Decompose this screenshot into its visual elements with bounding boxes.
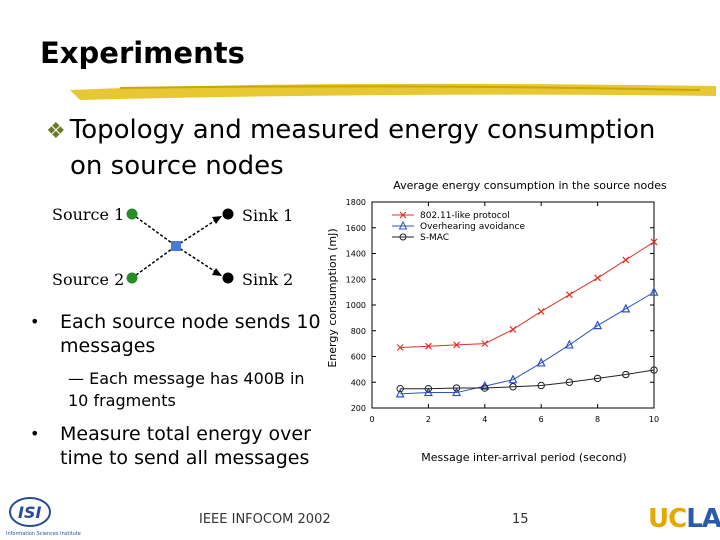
- topology-diagram: [126, 208, 234, 284]
- series-line-2: [400, 369, 655, 390]
- data-point-circle: [509, 383, 517, 391]
- data-point-circle: [650, 366, 658, 374]
- isi-logo-text: ISI: [18, 503, 41, 522]
- x-tick-label: 8: [595, 415, 600, 424]
- plot-frame: [371, 201, 655, 409]
- legend-label: Overhearing avoidance: [420, 222, 525, 232]
- y-tick-label: 1000: [346, 301, 366, 310]
- isi-logo-caption: Information Sciences Institute: [6, 531, 81, 537]
- link-source2-relay: [131, 245, 177, 279]
- data-point-x: [481, 340, 489, 348]
- data-point-x: [509, 326, 517, 333]
- isi-logo: ISI Information Sciences Institute: [6, 497, 81, 537]
- ucla-logo-uc: UC: [648, 504, 687, 534]
- data-point-triangle: [621, 303, 631, 313]
- data-point-circle: [622, 370, 630, 379]
- relay-node: [171, 241, 181, 251]
- legend-marker: [399, 211, 407, 219]
- data-point-circle: [481, 384, 489, 392]
- diamond-cluster-bullet-icon: ❖: [46, 119, 66, 144]
- bullet-dot-icon: •: [30, 312, 40, 331]
- data-point-x: [622, 256, 630, 264]
- data-point-circle: [424, 384, 433, 393]
- chart-ylabel: Energy consumption (mJ): [326, 228, 339, 367]
- data-point-x: [424, 342, 432, 350]
- heading-line2: on source nodes: [70, 151, 284, 181]
- x-tick-label: 0: [369, 415, 374, 424]
- slide-heading: ❖ Topology and measured energy consumptio…: [46, 113, 686, 183]
- data-point-triangle: [423, 387, 433, 397]
- y-tick-label: 1400: [346, 250, 366, 259]
- ucla-logo-la: LA: [686, 504, 720, 534]
- bullet-measure: • Measure total energy over time to send…: [30, 422, 340, 470]
- sink2-label: Sink 2: [242, 270, 294, 289]
- source1-label: Source 1: [52, 205, 125, 224]
- legend-marker: [399, 233, 407, 241]
- sub-bullet-fragments: — Each message has 400B in 10 fragments: [68, 368, 328, 412]
- data-point-triangle: [452, 387, 462, 397]
- data-point-triangle: [508, 374, 518, 384]
- data-point-x: [565, 291, 573, 299]
- data-point-triangle: [395, 388, 405, 398]
- data-point-x: [537, 308, 545, 315]
- y-tick-label: 1200: [346, 275, 366, 284]
- x-tick-label: 6: [539, 415, 544, 424]
- x-tick-label: 10: [649, 415, 659, 424]
- sink1-label: Sink 1: [242, 206, 294, 225]
- bullet-dot-icon: •: [30, 424, 40, 443]
- x-tick-label: 4: [482, 415, 487, 424]
- legend-label: S-MAC: [420, 233, 449, 243]
- ucla-logo: UCLA: [648, 504, 720, 534]
- source2-node: [126, 272, 138, 284]
- data-point-triangle: [536, 357, 546, 367]
- data-point-x: [453, 341, 461, 349]
- chart-title: Average energy consumption in the source…: [393, 179, 667, 192]
- data-point-triangle: [649, 286, 659, 296]
- legend-label: 802.11-like protocol: [420, 211, 510, 221]
- data-point-circle: [396, 384, 404, 393]
- source2-label: Source 2: [52, 270, 125, 289]
- data-point-x: [396, 344, 404, 351]
- data-point-x: [650, 238, 658, 246]
- arrowhead-sink2: [212, 268, 222, 276]
- y-tick-label: 800: [351, 327, 366, 336]
- sink2-node: [222, 272, 234, 284]
- legend-marker: [398, 220, 408, 230]
- bullet-messages-text: Each source node sends 10 messages: [60, 311, 321, 357]
- data-point-triangle: [593, 320, 603, 330]
- arrowhead-sink1: [212, 216, 222, 224]
- heading-line1: Topology and measured energy consumption: [69, 115, 656, 145]
- y-tick-label: 200: [351, 404, 366, 413]
- data-point-circle: [593, 374, 602, 383]
- y-tick-label: 1600: [346, 224, 366, 233]
- data-point-circle: [565, 378, 574, 386]
- data-point-x: [594, 274, 602, 282]
- sub-bullet-text: — Each message has 400B in 10 fragments: [68, 369, 305, 410]
- title-underline-brushstroke: [70, 83, 716, 100]
- chart-xlabel: Message inter-arrival period (second): [421, 451, 626, 464]
- link-source1-relay: [131, 213, 177, 247]
- sink1-node: [222, 208, 234, 220]
- bullet-messages: • Each source node sends 10 messages: [30, 310, 330, 358]
- y-tick-label: 1800: [346, 198, 366, 207]
- y-tick-label: 400: [351, 378, 366, 387]
- bullet-measure-text: Measure total energy over time to send a…: [60, 423, 311, 469]
- source1-node: [126, 208, 138, 220]
- series-line-0: [400, 241, 655, 348]
- data-point-triangle: [564, 339, 574, 349]
- series-line-1: [400, 291, 655, 395]
- x-tick-label: 2: [426, 415, 431, 424]
- y-tick-label: 600: [351, 353, 366, 362]
- conference-footer: IEEE INFOCOM 2002: [199, 512, 331, 527]
- page-number: 15: [512, 512, 529, 527]
- energy-chart: Average energy consumption in the source…: [326, 179, 667, 464]
- data-point-circle: [537, 381, 545, 390]
- data-point-circle: [452, 384, 461, 392]
- slide-title: Experiments: [40, 36, 245, 70]
